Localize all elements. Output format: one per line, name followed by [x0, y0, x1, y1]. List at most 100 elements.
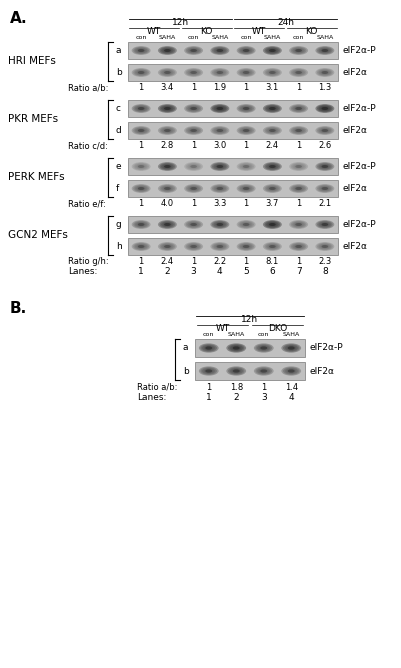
Ellipse shape — [262, 184, 281, 193]
Text: eIF2α-P: eIF2α-P — [342, 104, 376, 113]
Ellipse shape — [202, 368, 215, 374]
Text: 1: 1 — [190, 142, 196, 150]
Ellipse shape — [165, 49, 168, 51]
Ellipse shape — [161, 222, 173, 227]
Ellipse shape — [162, 70, 172, 75]
Text: f: f — [116, 184, 119, 193]
Ellipse shape — [187, 244, 199, 249]
Text: 2.1: 2.1 — [318, 200, 330, 208]
Ellipse shape — [238, 221, 253, 228]
Text: 1: 1 — [243, 142, 248, 150]
Text: b: b — [182, 367, 188, 375]
Ellipse shape — [133, 69, 149, 76]
Text: 1.3: 1.3 — [318, 84, 331, 92]
Text: e: e — [116, 162, 122, 171]
Text: 3.7: 3.7 — [265, 200, 278, 208]
Ellipse shape — [265, 47, 278, 53]
Ellipse shape — [268, 187, 275, 190]
Text: 2: 2 — [164, 267, 170, 275]
Ellipse shape — [211, 221, 227, 228]
Ellipse shape — [269, 49, 275, 52]
Ellipse shape — [295, 129, 301, 132]
Ellipse shape — [134, 164, 147, 170]
Ellipse shape — [269, 107, 275, 110]
Ellipse shape — [242, 187, 249, 190]
Text: 3.4: 3.4 — [160, 84, 174, 92]
Text: 1: 1 — [138, 257, 144, 267]
Ellipse shape — [287, 369, 294, 373]
Ellipse shape — [241, 186, 250, 190]
Ellipse shape — [267, 70, 276, 75]
Ellipse shape — [268, 165, 275, 168]
Ellipse shape — [260, 347, 266, 349]
Ellipse shape — [159, 105, 175, 112]
Ellipse shape — [318, 69, 330, 75]
Ellipse shape — [319, 106, 329, 111]
Ellipse shape — [158, 46, 176, 55]
Text: eIF2α: eIF2α — [342, 184, 367, 193]
Ellipse shape — [268, 107, 275, 110]
Text: 1: 1 — [295, 200, 300, 208]
Ellipse shape — [236, 46, 255, 55]
Ellipse shape — [161, 106, 173, 112]
Ellipse shape — [190, 245, 196, 248]
Ellipse shape — [269, 187, 275, 190]
Ellipse shape — [159, 221, 175, 228]
Ellipse shape — [213, 128, 226, 134]
Ellipse shape — [133, 105, 149, 112]
Ellipse shape — [318, 47, 330, 53]
Ellipse shape — [215, 164, 224, 169]
Ellipse shape — [282, 367, 299, 375]
Ellipse shape — [190, 49, 196, 52]
Ellipse shape — [231, 345, 241, 350]
Text: eIF2α-P: eIF2α-P — [342, 162, 376, 171]
Ellipse shape — [190, 245, 196, 248]
Ellipse shape — [138, 71, 144, 74]
Ellipse shape — [164, 71, 170, 74]
Ellipse shape — [162, 48, 172, 53]
Ellipse shape — [321, 129, 327, 132]
Text: Ratio e/f:: Ratio e/f: — [68, 200, 105, 208]
Ellipse shape — [295, 245, 301, 248]
Ellipse shape — [138, 49, 144, 52]
Ellipse shape — [136, 106, 146, 111]
Ellipse shape — [293, 186, 303, 190]
Text: 1: 1 — [243, 257, 248, 267]
Ellipse shape — [292, 222, 304, 227]
Ellipse shape — [267, 244, 276, 248]
Ellipse shape — [282, 344, 299, 352]
Text: GCN2 MEFs: GCN2 MEFs — [8, 230, 68, 240]
Ellipse shape — [265, 222, 278, 227]
Ellipse shape — [138, 129, 144, 132]
Ellipse shape — [286, 369, 296, 373]
Text: 1: 1 — [243, 84, 248, 92]
Ellipse shape — [132, 242, 150, 251]
Text: 4.0: 4.0 — [160, 200, 174, 208]
Ellipse shape — [321, 49, 327, 52]
Ellipse shape — [321, 165, 327, 168]
Ellipse shape — [242, 49, 249, 52]
Ellipse shape — [134, 186, 147, 192]
Ellipse shape — [290, 47, 306, 54]
Ellipse shape — [321, 245, 327, 248]
Ellipse shape — [270, 49, 273, 51]
Ellipse shape — [295, 49, 301, 52]
Text: con: con — [203, 332, 214, 337]
Ellipse shape — [190, 187, 196, 190]
Ellipse shape — [288, 126, 307, 135]
Ellipse shape — [161, 164, 173, 170]
Bar — [128, 100, 337, 117]
Ellipse shape — [164, 129, 170, 132]
Ellipse shape — [242, 107, 249, 110]
Ellipse shape — [161, 128, 173, 134]
Text: 1: 1 — [295, 142, 300, 150]
Ellipse shape — [239, 244, 252, 249]
Ellipse shape — [264, 105, 279, 112]
Ellipse shape — [321, 107, 327, 110]
Text: eIF2α-P: eIF2α-P — [342, 46, 376, 55]
Ellipse shape — [264, 69, 279, 76]
Ellipse shape — [227, 344, 244, 352]
Ellipse shape — [136, 164, 146, 169]
Ellipse shape — [159, 127, 175, 134]
Ellipse shape — [190, 71, 196, 74]
